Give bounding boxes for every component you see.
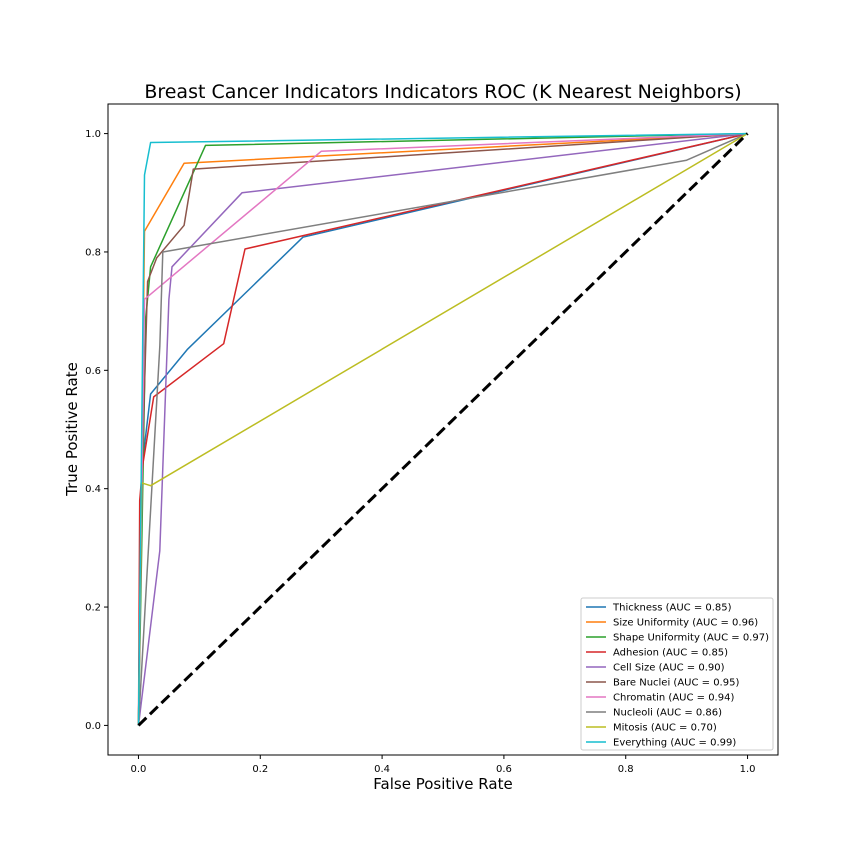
legend-label-9: Everything (AUC = 0.99) bbox=[613, 738, 736, 749]
legend-label-5: Bare Nuclei (AUC = 0.95) bbox=[613, 678, 739, 689]
y-axis-label: True Positive Rate bbox=[63, 362, 81, 497]
legend-label-0: Thickness (AUC = 0.85) bbox=[612, 603, 732, 614]
y-tick-label: 1.0 bbox=[85, 129, 101, 140]
diagonal-reference-line bbox=[137, 132, 749, 727]
legend-label-6: Chromatin (AUC = 0.94) bbox=[613, 693, 734, 704]
x-tick-label: 0.0 bbox=[131, 764, 147, 775]
series-line-2 bbox=[137, 132, 748, 726]
x-tick-label: 0.2 bbox=[252, 764, 268, 775]
series-line-9 bbox=[137, 132, 748, 726]
series-line-7 bbox=[137, 132, 748, 726]
legend-label-3: Adhesion (AUC = 0.85) bbox=[613, 648, 728, 659]
legend: Thickness (AUC = 0.85) Size Uniformity (A… bbox=[580, 597, 774, 751]
plot-area: 0.0 0.2 0.4 0.6 0.8 1.0 0.0 0.2 0.4 0.6 0.8 1.0 bbox=[85, 103, 779, 775]
legend-label-1: Size Uniformity (AUC = 0.96) bbox=[613, 618, 758, 629]
legend-label-4: Cell Size (AUC = 0.90) bbox=[613, 663, 725, 674]
legend-label-8: Mitosis (AUC = 0.70) bbox=[613, 723, 717, 734]
y-tick-label: 0.2 bbox=[85, 603, 101, 614]
x-tick-label: 0.8 bbox=[618, 764, 634, 775]
legend-label-7: Nucleoli (AUC = 0.86) bbox=[613, 708, 722, 719]
legend-label-2: Shape Uniformity (AUC = 0.97) bbox=[613, 633, 769, 644]
axes-frame bbox=[107, 103, 779, 756]
legend-box bbox=[580, 597, 774, 751]
y-tick-label: 0.0 bbox=[85, 721, 101, 732]
y-tick-label: 0.8 bbox=[85, 247, 101, 258]
x-tick-label: 0.6 bbox=[496, 764, 512, 775]
x-tick-label: 0.4 bbox=[374, 764, 390, 775]
x-axis-label: False Positive Rate bbox=[373, 775, 512, 793]
chart-title: Breast Cancer Indicators Indicators ROC … bbox=[144, 81, 741, 103]
series-line-3 bbox=[137, 132, 748, 726]
y-tick-label: 0.6 bbox=[85, 366, 101, 377]
series-line-4 bbox=[137, 132, 748, 726]
y-tick-label: 0.4 bbox=[85, 484, 101, 495]
x-tick-label: 1.0 bbox=[740, 764, 756, 775]
